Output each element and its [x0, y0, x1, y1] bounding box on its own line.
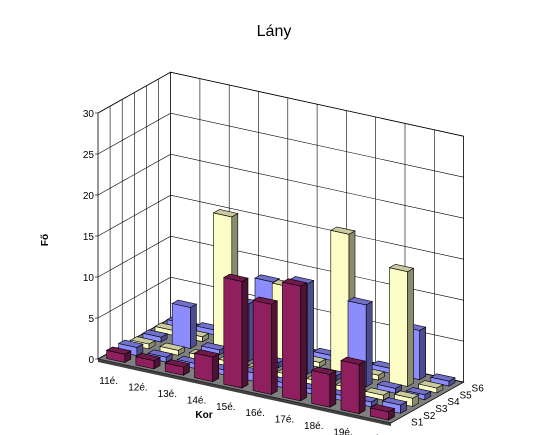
x-tick-label: 16é.: [245, 408, 264, 419]
bar-top: [222, 273, 249, 282]
bar-top: [340, 356, 367, 365]
series-tick-label: S5: [459, 390, 472, 401]
y-tick-label: 20: [83, 191, 95, 202]
bar-side: [358, 360, 366, 415]
bar-front: [194, 352, 213, 383]
bar: [164, 359, 191, 376]
bar-side: [241, 277, 249, 389]
bar: [222, 273, 249, 389]
x-tick-label: 15é.: [216, 402, 235, 413]
chart-bars: [105, 209, 456, 421]
bar-top: [381, 397, 408, 406]
series-tick-label: S1: [411, 418, 424, 429]
bar-top: [147, 349, 174, 358]
series-tick-label: S3: [435, 404, 448, 415]
bar-front: [340, 360, 360, 415]
series-tick-label: S6: [472, 384, 485, 395]
bar-side: [270, 300, 278, 396]
y-tick-label: 25: [83, 150, 95, 161]
x-tick-label: 17é.: [275, 415, 294, 426]
bar-top: [417, 380, 444, 389]
bar: [105, 346, 132, 364]
bar-top: [164, 359, 191, 368]
x-tick-label: 11é.: [99, 376, 118, 387]
bar: [376, 380, 403, 394]
bar-top: [212, 209, 239, 218]
bar-top: [364, 387, 391, 396]
bar-side: [329, 370, 337, 408]
bar-top: [171, 299, 198, 308]
x-tick-label: 20é.: [363, 434, 382, 435]
bar: [135, 352, 161, 370]
y-axis-label: Fő: [40, 234, 51, 246]
bar-top: [376, 380, 403, 389]
x-tick-label: 12é.: [128, 383, 147, 394]
x-tick-label: 18é.: [304, 421, 323, 432]
bar-side: [307, 279, 314, 375]
bar-front: [389, 267, 408, 387]
bar: [429, 373, 456, 387]
bar-top: [105, 346, 132, 355]
bar-top: [193, 349, 220, 358]
bar-top: [429, 373, 456, 382]
bar-side: [419, 326, 427, 381]
bar-top: [369, 404, 396, 413]
bar-front: [223, 277, 243, 389]
bar-top: [310, 366, 337, 375]
x-axis-label: Kor: [195, 410, 212, 421]
bar-top: [159, 342, 186, 351]
x-tick-label: 19é.: [333, 427, 352, 435]
bar-side: [365, 300, 373, 388]
bar-top: [329, 226, 356, 235]
bar: [340, 356, 367, 415]
bar-top: [117, 339, 144, 348]
chart-ticks: 0 5 10 15 20 25 30 11é. 12é. 13é. 14é. 15é. 16é. 17é.…: [83, 109, 484, 435]
bar-top: [252, 296, 279, 305]
x-tick-label: 14é.: [187, 395, 206, 406]
x-tick-label: 13é.: [158, 389, 177, 400]
bar-front: [282, 281, 301, 402]
y-tick-label: 15: [83, 232, 95, 243]
bar-top: [405, 387, 432, 396]
y-tick-label: 30: [83, 109, 95, 120]
bar-side: [407, 267, 414, 388]
series-tick-label: S4: [447, 397, 460, 408]
floor-edge: [98, 359, 391, 426]
bar-front: [252, 299, 272, 395]
bar-top: [135, 352, 161, 362]
y-tick-label: 10: [83, 273, 95, 284]
bar-side: [212, 353, 219, 383]
bar-top: [281, 278, 308, 287]
bar-top: [388, 263, 415, 273]
bar-top: [129, 336, 156, 345]
bar-side: [190, 303, 197, 350]
bar: [310, 366, 337, 408]
chart-title: Lány: [257, 23, 292, 40]
bar-front: [330, 229, 350, 375]
series-tick-label: S2: [423, 411, 436, 422]
bar: [159, 342, 186, 356]
y-tick-label: 5: [88, 314, 94, 325]
bar: [369, 404, 396, 421]
bar-front: [171, 303, 191, 349]
bar: [364, 387, 391, 401]
bar-top: [347, 297, 374, 306]
bar: [388, 263, 415, 388]
bar: [281, 278, 308, 402]
y-tick-label: 0: [88, 355, 94, 366]
bar: [252, 296, 279, 396]
bar-top: [142, 329, 168, 338]
bar-side: [300, 282, 307, 402]
bar-top: [393, 390, 420, 399]
bar-front: [311, 370, 331, 408]
bar: [193, 349, 220, 383]
bar-top: [254, 274, 281, 283]
bar: [171, 299, 198, 350]
